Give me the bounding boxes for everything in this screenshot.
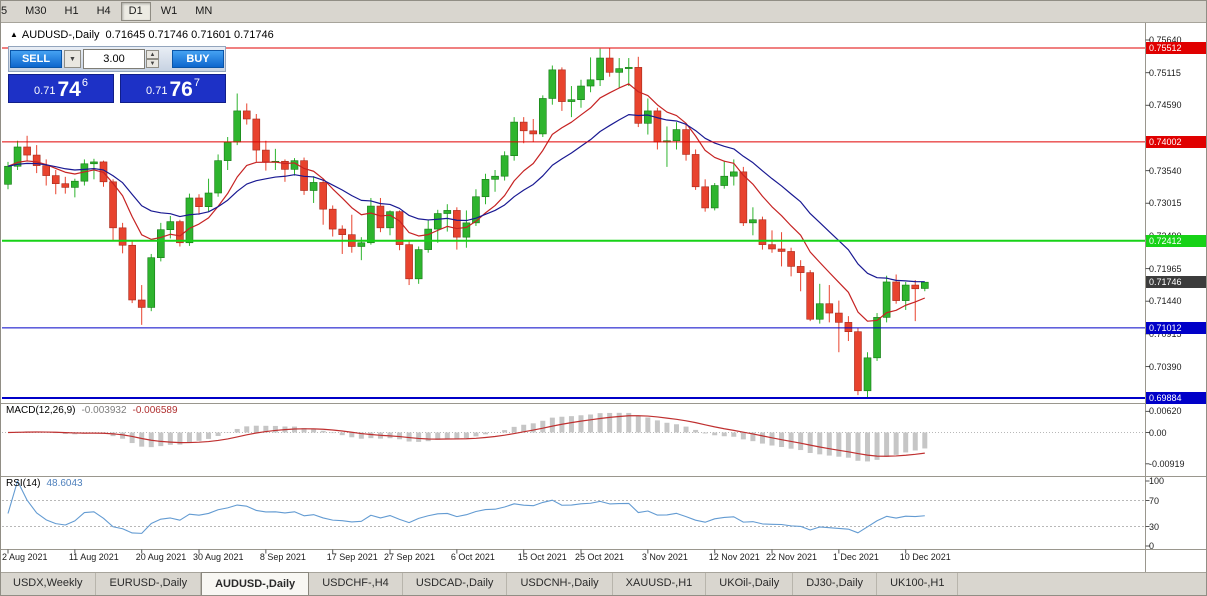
chart-tab-eurusd-daily[interactable]: EURUSD-,Daily: [96, 573, 202, 595]
chevron-down-icon: ▼: [69, 55, 76, 63]
buy-price-prefix: 0.71: [146, 85, 168, 97]
timeframe-toolbar: 5 M30 H1 H4 D1 W1 MN: [0, 0, 1207, 23]
chart-tab-usdcad-daily[interactable]: USDCAD-,Daily: [403, 573, 508, 595]
macd-indicator-label: MACD(12,26,9) -0.003932 -0.006589: [6, 405, 178, 416]
chart-title-symbol: AUDUSD-,Daily: [21, 29, 100, 41]
sell-price-pip-digit: 6: [81, 77, 88, 89]
chart-tab-audusd-daily[interactable]: AUDUSD-,Daily: [201, 572, 310, 595]
timeframe-button-h4[interactable]: H4: [89, 2, 119, 21]
chart-title-ohlc: 0.71645 0.71746 0.71601 0.71746: [105, 29, 274, 41]
sell-price-big-digits: 74: [57, 78, 81, 101]
chart-title: ▲ AUDUSD-,Daily 0.71645 0.71746 0.71601 0.…: [10, 29, 274, 41]
chart-tab-bar: USDX,Weekly EURUSD-,Daily AUDUSD-,Daily USD…: [0, 572, 1207, 596]
trade-controls-row: SELL ▼ ▲ ▼ BUY: [8, 46, 226, 72]
volume-input[interactable]: [83, 49, 145, 69]
timeframe-button-mn[interactable]: MN: [187, 2, 220, 21]
timeframe-button-d1[interactable]: D1: [120, 1, 151, 21]
volume-spinner: ▲ ▼: [146, 50, 159, 68]
buy-button[interactable]: BUY: [172, 50, 224, 68]
one-click-trading-panel: SELL ▼ ▲ ▼ BUY 0.71 74 6 0.71 76 7: [8, 46, 226, 103]
chart-tab-uk100-h1[interactable]: UK100-,H1: [877, 573, 959, 595]
chart-tab-dj30-daily[interactable]: DJ30-,Daily: [793, 573, 878, 595]
chart-tab-xauusd-h1[interactable]: XAUUSD-,H1: [613, 573, 707, 595]
buy-price-display[interactable]: 0.71 76 7: [120, 74, 226, 103]
chart-tab-usdchf-h4[interactable]: USDCHF-,H4: [309, 573, 403, 595]
sell-button[interactable]: SELL: [10, 50, 62, 68]
chart-tab-usdx-weekly[interactable]: USDX,Weekly: [0, 573, 97, 595]
collapse-triangle-icon[interactable]: ▲: [10, 30, 18, 39]
chart-tab-ukoil-daily[interactable]: UKOil-,Daily: [706, 573, 794, 595]
macd-signal-value: -0.006589: [132, 405, 178, 416]
timeframe-button-w1[interactable]: W1: [153, 2, 186, 21]
volume-dropdown-button[interactable]: ▼: [64, 50, 81, 68]
buy-price-pip-digit: 7: [193, 77, 200, 89]
rsi-value: 48.6043: [46, 478, 83, 489]
sell-price-display[interactable]: 0.71 74 6: [8, 74, 114, 103]
volume-up-button[interactable]: ▲: [146, 50, 159, 59]
rsi-indicator-label: RSI(14) 48.6043: [6, 478, 83, 489]
rsi-name: RSI(14): [6, 478, 41, 489]
trade-quotes-row: 0.71 74 6 0.71 76 7: [8, 74, 226, 103]
macd-name: MACD(12,26,9): [6, 405, 76, 416]
chart-tab-usdcnh-daily[interactable]: USDCNH-,Daily: [507, 573, 613, 595]
timeframe-button-m30[interactable]: M30: [17, 2, 54, 21]
macd-main-value: -0.003932: [81, 405, 127, 416]
volume-down-button[interactable]: ▼: [146, 59, 159, 68]
timeframe-button-5[interactable]: 5: [0, 2, 15, 21]
buy-price-big-digits: 76: [169, 78, 193, 101]
sell-price-prefix: 0.71: [34, 85, 56, 97]
timeframe-button-h1[interactable]: H1: [57, 2, 87, 21]
